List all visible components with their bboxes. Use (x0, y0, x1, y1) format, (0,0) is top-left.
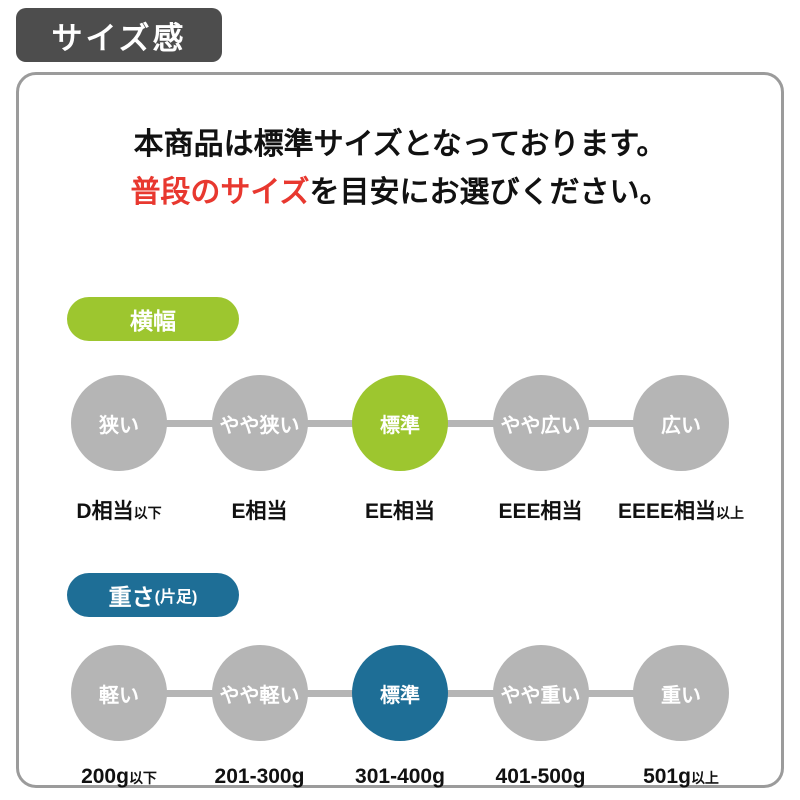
width-label-3: EE相当 (365, 495, 435, 525)
width-label-2-main: E相当 (231, 500, 288, 523)
width-scale-item-1: 狭い D相当 以下 (59, 375, 179, 525)
weight-scale-item-1: 軽い 200g 以下 (59, 645, 179, 789)
width-scale-item-3: 標準 EE相当 (340, 375, 460, 525)
weight-label-4-main: 401-500g (495, 765, 586, 788)
width-section-badge: 横幅 (67, 297, 239, 341)
intro-highlight-text: 普段のサイズ (130, 176, 310, 209)
width-circle-wide: 広い (633, 375, 729, 471)
width-label-1-main: D相当 (76, 500, 134, 523)
intro-line-2-rest: を目安にお選びください。 (309, 176, 670, 209)
weight-circle-standard-active: 標準 (352, 645, 448, 741)
weight-label-5-suffix: 以上 (690, 770, 719, 786)
width-circle-narrow: 狭い (71, 375, 167, 471)
weight-scale-item-5: 重い 501g 以上 (621, 645, 741, 789)
width-label-5-suffix: 以上 (716, 505, 745, 521)
weight-label-3-main: 301-400g (355, 765, 445, 788)
width-scale-item-2: やや狭い E相当 (200, 375, 320, 525)
weight-scale-item-2: やや軽い 201-300g (200, 645, 320, 789)
weight-label-2-main: 201-300g (214, 765, 305, 788)
width-scale-item-5: 広い EEEE相当 以上 (618, 375, 744, 525)
weight-scale-item-3: 標準 301-400g (340, 645, 460, 789)
weight-badge-suffix: (片足) (154, 589, 198, 606)
weight-label-3: 301-400g (355, 765, 445, 789)
width-scale-item-4: やや広い EEE相当 (481, 375, 601, 525)
weight-circle-slightly-light: やや軽い (211, 645, 308, 741)
intro-line-1: 本商品は標準サイズとなっております。 (133, 128, 667, 161)
weight-scale-item-4: やや重い 401-500g (481, 645, 601, 789)
width-badge-label: 横幅 (130, 308, 176, 334)
weight-label-5-main: 501g (643, 765, 691, 788)
weight-scale-row: 軽い 200g 以下 やや軽い 201-300g 標準 301-400g やや重い… (19, 645, 781, 789)
width-label-5: EEEE相当 以上 (618, 495, 744, 525)
width-label-3-main: EE相当 (364, 500, 435, 523)
weight-label-1-main: 200g (81, 765, 129, 788)
width-circle-slightly-narrow: やや狭い (211, 375, 308, 471)
width-scale-row: 狭い D相当 以下 やや狭い E相当 標準 EE相当 やや広い EEE相当 広い … (19, 375, 781, 525)
weight-label-1: 200g 以下 (81, 765, 157, 789)
width-label-2: E相当 (231, 495, 287, 525)
weight-label-1-suffix: 以下 (128, 770, 157, 786)
width-label-1: D相当 以下 (76, 495, 161, 525)
weight-circle-heavy: 重い (633, 645, 729, 741)
width-label-5-main: EEEE相当 (617, 500, 717, 523)
size-feel-title-text: サイズ感 (51, 20, 187, 56)
weight-section-badge: 重さ (片足) (67, 573, 239, 617)
size-feel-title-badge: サイズ感 (16, 8, 222, 62)
width-circle-slightly-wide: やや広い (492, 375, 589, 471)
weight-label-5: 501g 以上 (643, 765, 719, 789)
weight-badge-label: 重さ (108, 584, 155, 610)
weight-label-2: 201-300g (215, 765, 305, 789)
width-label-4-main: EEE相当 (498, 500, 583, 523)
weight-circle-slightly-heavy: やや重い (492, 645, 589, 741)
size-info-panel: 本商品は標準サイズとなっております。 普段のサイズを目安にお選びください。 横幅… (16, 72, 784, 788)
weight-circle-light: 軽い (71, 645, 167, 741)
width-label-4: EEE相当 (498, 495, 582, 525)
weight-label-4: 401-500g (496, 765, 586, 789)
intro-text: 本商品は標準サイズとなっております。 普段のサイズを目安にお選びください。 (19, 121, 781, 217)
width-label-1-suffix: 以下 (133, 505, 162, 521)
width-circle-standard-active: 標準 (352, 375, 448, 471)
intro-line-2: 普段のサイズを目安にお選びください。 (19, 169, 781, 217)
